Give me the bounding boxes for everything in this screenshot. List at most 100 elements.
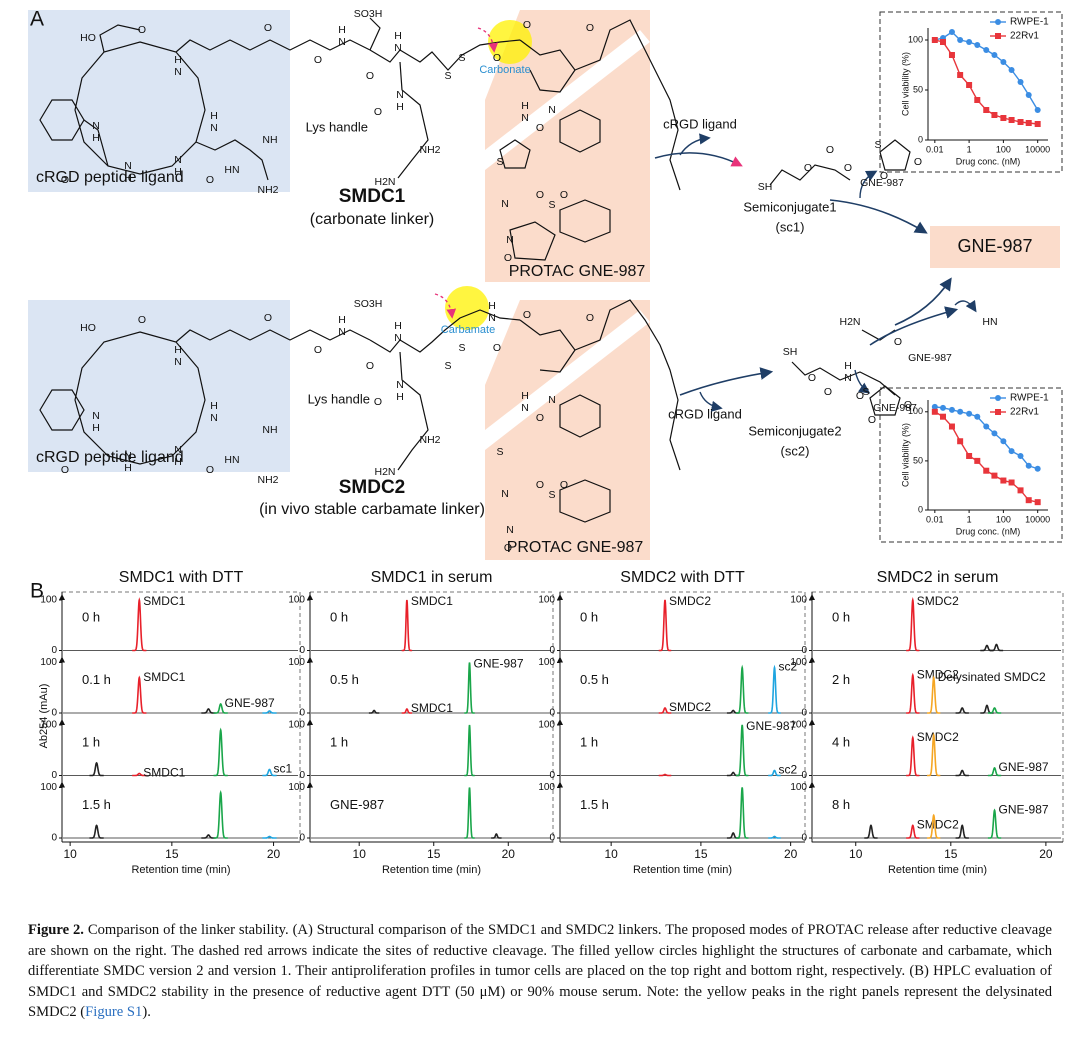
- data-point: [1025, 497, 1032, 504]
- y-tick-label: 0: [299, 645, 305, 656]
- product-label: GNE-987: [957, 236, 1032, 256]
- y-tick-label: 0: [299, 708, 305, 719]
- atom-label: O: [523, 19, 531, 31]
- atom-label: NH: [262, 424, 277, 436]
- release-arrow: [894, 277, 952, 326]
- axis-arrow: [59, 594, 65, 600]
- data-point: [1017, 79, 1024, 85]
- peak-label: GNE-987: [999, 760, 1049, 774]
- data-point: [991, 472, 998, 479]
- y-axis-label: Cell viability (%): [900, 423, 910, 487]
- legend-label: 22Rv1: [1010, 31, 1039, 42]
- axis-arrow: [557, 781, 563, 788]
- time-label: 0 h: [82, 609, 100, 624]
- atom-label: N: [338, 326, 346, 338]
- caption-link[interactable]: Figure S1: [85, 1004, 143, 1020]
- protac-box: [485, 300, 650, 560]
- atom-label: N: [548, 104, 556, 116]
- peak-label: SMDC1: [143, 594, 185, 608]
- data-point: [957, 408, 964, 415]
- x-tick-label: 0.01: [926, 144, 944, 154]
- time-label: 4 h: [832, 734, 850, 749]
- peak-label: GNE-987: [225, 696, 275, 710]
- atom-label: H: [844, 360, 852, 372]
- axis-arrow: [59, 719, 65, 725]
- peak: [989, 643, 1004, 652]
- atom-label: S: [548, 489, 555, 501]
- linker-label: (carbonate linker): [310, 211, 435, 228]
- atom-label: N: [92, 120, 100, 132]
- atom-label: O: [894, 336, 902, 348]
- data-point: [991, 52, 998, 58]
- peak: [906, 824, 920, 839]
- peak: [987, 766, 1002, 777]
- data-point: [1000, 477, 1007, 484]
- release-arrow: [954, 299, 977, 313]
- x-tick-label: 20: [267, 847, 281, 861]
- peak: [89, 761, 104, 777]
- peak-label: GNE-987: [474, 657, 524, 671]
- atom-label: GNE-987: [873, 402, 917, 414]
- handle-label: Lys handle: [306, 119, 368, 134]
- data-point: [1017, 487, 1024, 494]
- data-point: [1008, 67, 1015, 73]
- data-point: [966, 410, 973, 417]
- peak: [735, 787, 749, 839]
- data-point: [974, 97, 981, 103]
- y-tick-label: 100: [790, 595, 807, 606]
- data-point: [931, 37, 938, 43]
- x-tick-label: 100: [996, 514, 1011, 524]
- y-tick-label: 100: [538, 595, 555, 606]
- data-point: [983, 423, 990, 430]
- x-tick-label: 15: [694, 847, 708, 861]
- atom-label: N: [548, 394, 556, 406]
- atom-label: N: [501, 488, 509, 500]
- y-tick-label: 50: [913, 84, 923, 94]
- atom-label: N: [396, 379, 404, 391]
- data-point: [940, 404, 947, 411]
- x-tick-label: 15: [165, 847, 179, 861]
- legend-label: 22Rv1: [1010, 407, 1039, 418]
- atom-label: H: [521, 390, 529, 402]
- protac-divider: [485, 30, 650, 170]
- time-label: 0 h: [832, 609, 850, 624]
- atom-label: S: [444, 70, 451, 82]
- atom-label: HO: [80, 32, 96, 44]
- x-axis-label: Retention time (min): [888, 864, 987, 876]
- axis-arrow: [307, 656, 313, 663]
- peak-label: SMDC1: [411, 701, 453, 715]
- peak: [658, 707, 672, 714]
- peak-label: Delysinated SMDC2: [938, 670, 1046, 684]
- atom-label: N: [521, 402, 529, 414]
- peak: [464, 787, 475, 839]
- release-arrow: [859, 170, 878, 199]
- caption: Figure 2. Comparison of the linker stabi…: [28, 920, 1052, 1023]
- axis-arrow: [307, 781, 313, 788]
- data-point: [1000, 59, 1007, 65]
- atom-label: O: [366, 70, 374, 82]
- atom-label: S: [444, 360, 451, 372]
- y-tick-label: 0: [51, 833, 57, 844]
- data-point: [957, 438, 964, 445]
- atom-label: H: [394, 30, 402, 42]
- compound-name: SMDC2: [339, 477, 406, 498]
- peak: [864, 824, 878, 839]
- atom-label: H: [396, 391, 404, 403]
- atom-label: GNE-987: [860, 177, 904, 189]
- linker-label: (in vivo stable carbamate linker): [259, 501, 485, 518]
- carbonate-highlight: [488, 20, 532, 64]
- carbamate-highlight: [445, 286, 489, 330]
- peak-label: GNE-987: [746, 719, 796, 733]
- release-arrow: [699, 391, 723, 412]
- legend-marker: [995, 19, 1001, 25]
- handle-label: Lys handle: [308, 391, 370, 406]
- peak-label: SMDC1: [143, 670, 185, 684]
- atom-label: NH2: [419, 144, 440, 156]
- y-tick-label: 100: [790, 657, 807, 668]
- release-label: cRGD ligand: [668, 406, 742, 421]
- atom-label: O: [868, 414, 876, 426]
- time-label: 0.5 h: [330, 672, 359, 687]
- x-axis-label: Drug conc. (nM): [956, 526, 1021, 536]
- axis-arrow: [59, 656, 65, 663]
- x-tick-label: 0.01: [926, 514, 944, 524]
